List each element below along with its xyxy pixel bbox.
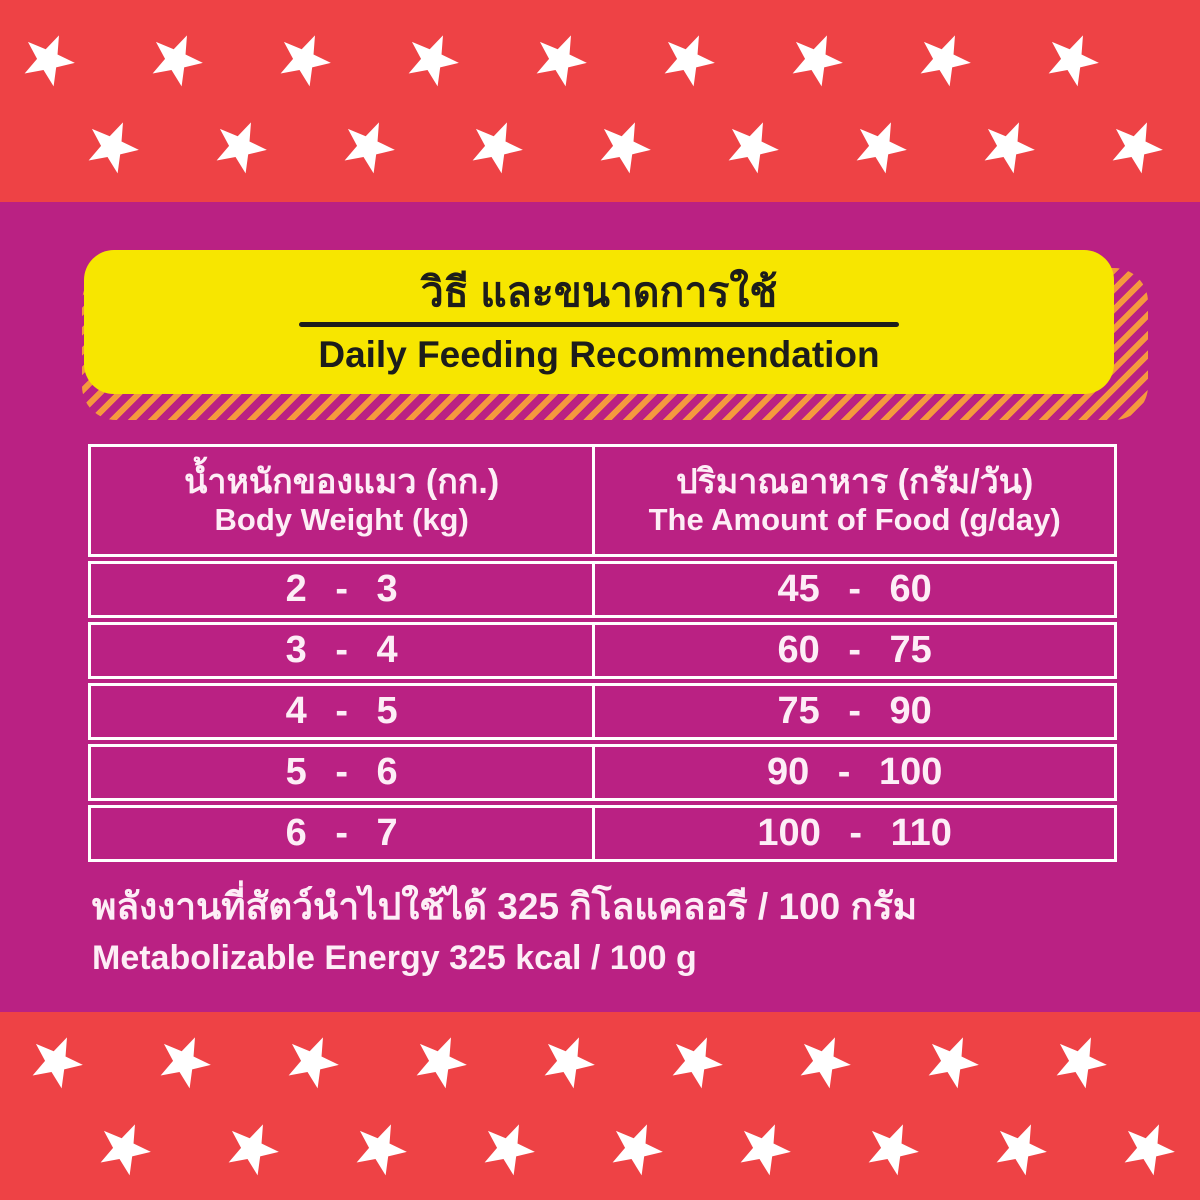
- star-icon: [154, 1035, 215, 1094]
- bottom-star-band: [0, 1012, 1200, 1200]
- star-icon: [666, 1035, 727, 1094]
- star-icon: [146, 33, 207, 92]
- feeding-table: น้ำหนักของแมว (กก.) Body Weight (kg) ปริ…: [88, 444, 1117, 862]
- top-star-band: [0, 0, 1200, 202]
- star-icon: [658, 33, 719, 92]
- table-row: 5 - 6 90 - 100: [88, 744, 1117, 801]
- star-icon: [274, 33, 335, 92]
- header-cell-food-amount: ปริมาณอาหาร (กรัม/วัน) The Amount of Foo…: [595, 447, 1114, 554]
- star-icon: [850, 120, 911, 179]
- energy-note-english: Metabolizable Energy 325 kcal / 100 g: [92, 938, 697, 977]
- star-icon: [734, 1122, 795, 1181]
- star-icon: [922, 1035, 983, 1094]
- header-food-amount-english: The Amount of Food (g/day): [648, 502, 1061, 538]
- star-icon: [18, 33, 79, 92]
- food-amount-cell: 75 - 90: [777, 690, 932, 733]
- star-icon: [222, 1122, 283, 1181]
- star-icon: [794, 1035, 855, 1094]
- star-icon: [1118, 1122, 1179, 1181]
- star-icon: [1050, 1035, 1111, 1094]
- header-cell-body-weight: น้ำหนักของแมว (กก.) Body Weight (kg): [91, 447, 596, 554]
- star-icon: [530, 33, 591, 92]
- banner-title-thai: วิธี และขนาดการใช้: [420, 268, 778, 315]
- food-amount-cell: 60 - 75: [777, 629, 932, 672]
- star-pattern-top: [18, 33, 1167, 179]
- star-icon: [722, 120, 783, 179]
- star-icon: [94, 1122, 155, 1181]
- star-icon: [606, 1122, 667, 1181]
- energy-note: พลังงานที่สัตว์นำไปใช้ได้ 325 กิโลแคลอรี…: [92, 886, 917, 978]
- banner-divider-line: [299, 321, 899, 327]
- banner: วิธี และขนาดการใช้ Daily Feeding Recomme…: [82, 250, 1148, 420]
- star-icon: [82, 120, 143, 179]
- header-body-weight-thai: น้ำหนักของแมว (กก.): [184, 463, 500, 502]
- energy-note-thai: พลังงานที่สัตว์นำไปใช้ได้ 325 กิโลแคลอรี…: [92, 886, 918, 927]
- star-icon: [402, 33, 463, 92]
- star-pattern-bottom: [26, 1035, 1179, 1181]
- star-icon: [594, 120, 655, 179]
- table-header-row: น้ำหนักของแมว (กก.) Body Weight (kg) ปริ…: [88, 444, 1117, 557]
- star-icon: [978, 120, 1039, 179]
- weight-range-cell: 6 - 7: [91, 808, 596, 859]
- star-icon: [338, 120, 399, 179]
- star-icon: [1106, 120, 1167, 179]
- star-icon: [914, 33, 975, 92]
- star-icon: [786, 33, 847, 92]
- food-amount-cell: 45 - 60: [777, 568, 932, 611]
- header-body-weight-english: Body Weight (kg): [214, 502, 469, 538]
- food-amount-cell: 100 - 110: [757, 812, 952, 855]
- weight-range-cell: 2 - 3: [91, 564, 596, 615]
- table-row: 3 - 4 60 - 75: [88, 622, 1117, 679]
- banner-box: วิธี และขนาดการใช้ Daily Feeding Recomme…: [84, 250, 1114, 394]
- star-icon: [350, 1122, 411, 1181]
- weight-range-cell: 5 - 6: [91, 747, 596, 798]
- star-icon: [478, 1122, 539, 1181]
- star-icon: [210, 120, 271, 179]
- banner-title-english: Daily Feeding Recommendation: [318, 333, 880, 375]
- table-row: 6 - 7 100 - 110: [88, 805, 1117, 862]
- header-food-amount-thai: ปริมาณอาหาร (กรัม/วัน): [676, 463, 1034, 502]
- star-icon: [466, 120, 527, 179]
- star-icon: [282, 1035, 343, 1094]
- star-group-bottom: [26, 1035, 1179, 1181]
- star-group-top: [18, 33, 1167, 179]
- food-amount-cell: 90 - 100: [766, 751, 943, 794]
- star-icon: [990, 1122, 1051, 1181]
- table-row: 2 - 3 45 - 60: [88, 561, 1117, 618]
- star-icon: [1042, 33, 1103, 92]
- star-icon: [410, 1035, 471, 1094]
- weight-range-cell: 3 - 4: [91, 625, 596, 676]
- star-icon: [26, 1035, 87, 1094]
- star-icon: [538, 1035, 599, 1094]
- star-icon: [862, 1122, 923, 1181]
- weight-range-cell: 4 - 5: [91, 686, 596, 737]
- table-row: 4 - 5 75 - 90: [88, 683, 1117, 740]
